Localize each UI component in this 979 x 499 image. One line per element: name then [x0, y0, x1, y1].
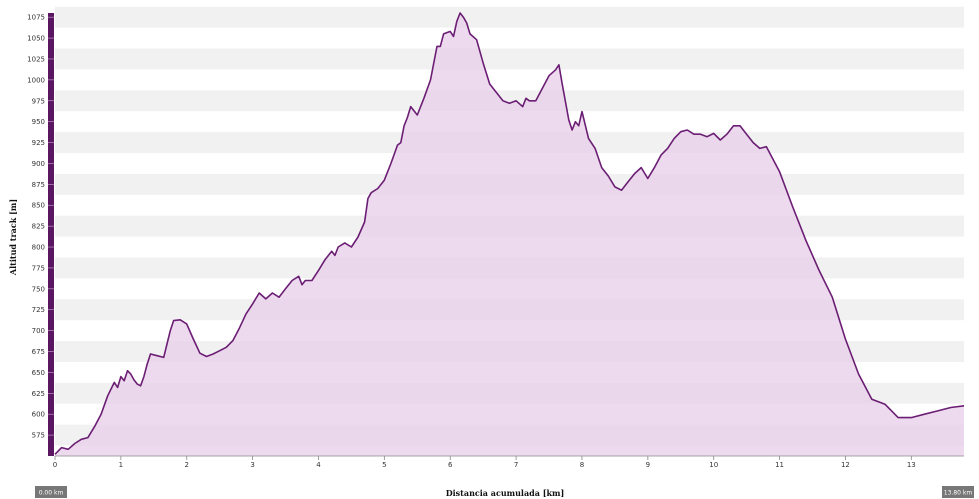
x-tick-label: 5	[382, 461, 386, 469]
grid-band	[55, 48, 964, 70]
y-tick-label: 1075	[27, 14, 45, 22]
y-axis-bar	[48, 13, 54, 456]
y-tick-label: 1050	[27, 35, 45, 43]
x-tick-label: 2	[185, 461, 189, 469]
elevation-line	[54, 12, 965, 455]
x-tick-label: 7	[514, 461, 518, 469]
range-handle-right-label: 13.80 km	[944, 490, 973, 497]
y-tick-label: 775	[32, 264, 45, 272]
x-tick-label: 9	[646, 461, 650, 469]
y-tick-label: 875	[32, 181, 45, 189]
x-tick-label: 3	[250, 461, 254, 469]
range-handle-left-label: 0.00 km	[39, 490, 64, 497]
x-tick-label: 1	[119, 461, 123, 469]
range-handle-left[interactable]: 0.00 km	[35, 486, 67, 498]
y-tick-label: 975	[32, 97, 45, 105]
x-tick-label: 12	[841, 461, 850, 469]
range-handle-right[interactable]: 13.80 km	[942, 486, 974, 498]
x-tick-label: 10	[709, 461, 718, 469]
x-axis: 0 1 2 3 4 5 6 7 8 9 10 11 12 13	[53, 455, 964, 469]
y-tick-label: 700	[32, 327, 45, 335]
x-axis-title: Distancia acumulada [km]	[446, 488, 565, 498]
y-tick-label: 950	[32, 118, 45, 126]
range-handle-right-box[interactable]	[942, 486, 974, 498]
y-tick-label: 900	[32, 160, 45, 168]
x-tick-label: 0	[53, 461, 57, 469]
y-tick-label: 925	[32, 139, 45, 147]
y-tick-label: 800	[32, 244, 45, 252]
y-tick-label: 650	[32, 369, 45, 377]
y-axis-title: Altitud track [m]	[8, 199, 18, 276]
grid-band	[55, 90, 964, 112]
y-tick-label: 750	[32, 285, 45, 293]
x-tick-label: 6	[448, 461, 453, 469]
y-axis: 575 600 625 650 675 700 725 750 775 800 825 850 875 9…	[27, 13, 54, 456]
x-tick-label: 13	[907, 461, 916, 469]
y-tick-label: 1000	[27, 76, 45, 84]
grid-band	[55, 6, 964, 28]
range-handle-left-box[interactable]	[35, 486, 67, 498]
y-tick-label: 600	[32, 411, 45, 419]
y-tick-label: 675	[32, 348, 45, 356]
y-tick-label: 625	[32, 390, 45, 398]
y-tick-label: 575	[32, 432, 45, 440]
x-tick-label: 11	[775, 461, 784, 469]
x-tick-label: 4	[316, 461, 321, 469]
y-tick-label: 1025	[27, 55, 45, 63]
y-tick-label: 725	[32, 306, 45, 314]
x-tick-label: 8	[580, 461, 584, 469]
y-tick-label: 825	[32, 223, 45, 231]
y-tick-label: 850	[32, 202, 45, 210]
elevation-area	[55, 13, 964, 456]
